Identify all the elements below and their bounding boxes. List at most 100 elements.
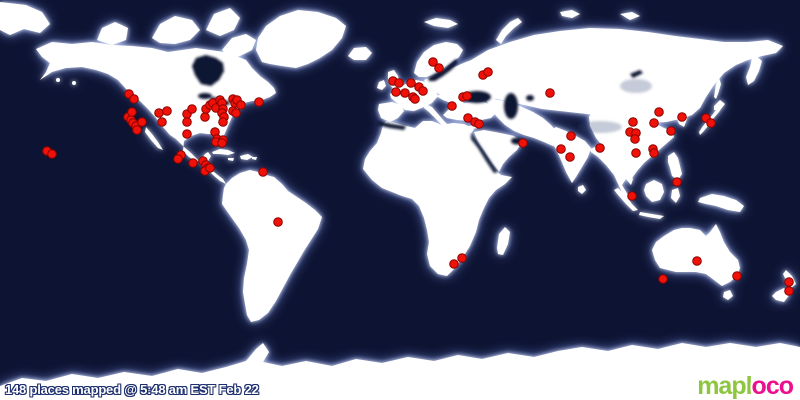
landmass-jamaica: [228, 158, 234, 161]
place-marker: [137, 117, 147, 127]
place-marker: [187, 104, 197, 114]
landmass-greenland: [256, 10, 346, 68]
place-marker: [231, 108, 241, 118]
place-marker: [205, 163, 215, 173]
landmass-new-guinea: [698, 194, 744, 212]
place-marker: [462, 91, 472, 101]
place-marker: [434, 63, 444, 73]
place-marker: [627, 191, 637, 201]
place-marker: [254, 97, 264, 107]
tibet-terrain-shading: [578, 121, 622, 133]
place-marker: [157, 117, 167, 127]
place-marker: [182, 117, 192, 127]
landmass-svalbard: [424, 18, 458, 28]
landmass-cuba: [212, 149, 235, 155]
landmass-sulawesi: [671, 188, 680, 203]
strait-of-gibraltar: [377, 121, 406, 130]
place-marker: [672, 177, 682, 187]
landmass-arctic-island-archipelago: [152, 16, 200, 44]
landmass-australia: [652, 224, 740, 286]
red-sea: [471, 133, 498, 173]
landmass-arctic-island-victoria: [97, 22, 128, 45]
status-text: 148 places mapped @ 5:48 am EST Feb 22: [5, 382, 259, 397]
place-marker: [162, 106, 172, 116]
landmass-kamchatka: [746, 56, 762, 85]
place-marker: [649, 118, 659, 128]
landmass-south-america: [222, 170, 322, 322]
place-marker: [129, 94, 139, 104]
place-marker: [391, 87, 401, 97]
landmass-aleutian-island: [56, 78, 60, 82]
caspian-sea: [504, 93, 518, 119]
place-marker: [394, 78, 404, 88]
landmass-indochina: [590, 146, 633, 199]
place-marker: [406, 78, 416, 88]
landmass-hispaniola: [240, 154, 253, 160]
place-marker: [457, 253, 467, 263]
place-marker: [628, 117, 638, 127]
place-marker: [595, 143, 605, 153]
place-marker: [649, 148, 659, 158]
landmass-baja-california: [145, 127, 163, 150]
hudson-bay: [192, 55, 224, 86]
landmass-arctic-island-ellesmere: [206, 8, 240, 36]
lake-superior: [198, 93, 212, 99]
place-marker: [706, 118, 716, 128]
place-marker: [154, 108, 164, 118]
landmass-chukotka-wrap: [0, 2, 50, 35]
place-marker: [410, 94, 420, 104]
place-marker: [658, 274, 668, 284]
landmass-italy: [424, 104, 449, 127]
place-marker: [188, 158, 198, 168]
place-marker: [483, 67, 493, 77]
place-marker: [127, 107, 137, 117]
place-marker: [463, 113, 473, 123]
landmass-sumatra: [614, 188, 638, 211]
mongolia-terrain-shading: [620, 79, 652, 93]
landmass-new-siberian-islands: [620, 12, 640, 20]
place-marker: [784, 286, 794, 296]
place-marker: [218, 117, 228, 127]
landmass-severnaya-zemlya: [560, 10, 580, 18]
landmass-japan-hokkaido: [714, 100, 725, 110]
place-marker: [666, 126, 676, 136]
landmass-baffin-island: [222, 34, 256, 58]
place-marker: [182, 129, 192, 139]
maploco-logo[interactable]: maploco: [697, 372, 794, 400]
place-marker: [692, 256, 702, 266]
landmass-madagascar: [497, 227, 510, 255]
maploco-logo-green-text: mapl: [697, 372, 752, 400]
landmass-philippines: [668, 152, 682, 180]
landmass-borneo: [644, 180, 664, 202]
place-marker: [631, 148, 641, 158]
landmass-sakhalin: [714, 78, 721, 99]
place-marker: [566, 131, 576, 141]
landmass-balkans-greece: [436, 93, 469, 118]
place-marker: [447, 101, 457, 111]
landmass-scandinavia: [414, 42, 463, 77]
lake-baikal: [630, 70, 643, 78]
landmass-arabia: [474, 130, 522, 172]
place-marker: [428, 57, 438, 67]
landmass-siberia: [466, 28, 783, 123]
place-marker: [258, 167, 268, 177]
place-marker: [217, 138, 227, 148]
place-marker: [449, 259, 459, 269]
place-marker: [630, 134, 640, 144]
landmass-africa: [363, 121, 512, 276]
maploco-logo-pink-text: oco: [751, 372, 794, 400]
landmass-aleutian-island: [72, 81, 76, 85]
landmass-puerto-rico: [252, 157, 257, 160]
place-marker: [132, 125, 142, 135]
place-marker: [784, 277, 794, 287]
place-marker: [556, 144, 566, 154]
place-marker: [677, 112, 687, 122]
place-marker: [47, 149, 57, 159]
place-marker: [236, 100, 246, 110]
aral-sea: [526, 95, 534, 101]
place-marker: [654, 107, 664, 117]
landmass-novaya-zemlya: [496, 18, 522, 44]
place-marker: [200, 112, 210, 122]
